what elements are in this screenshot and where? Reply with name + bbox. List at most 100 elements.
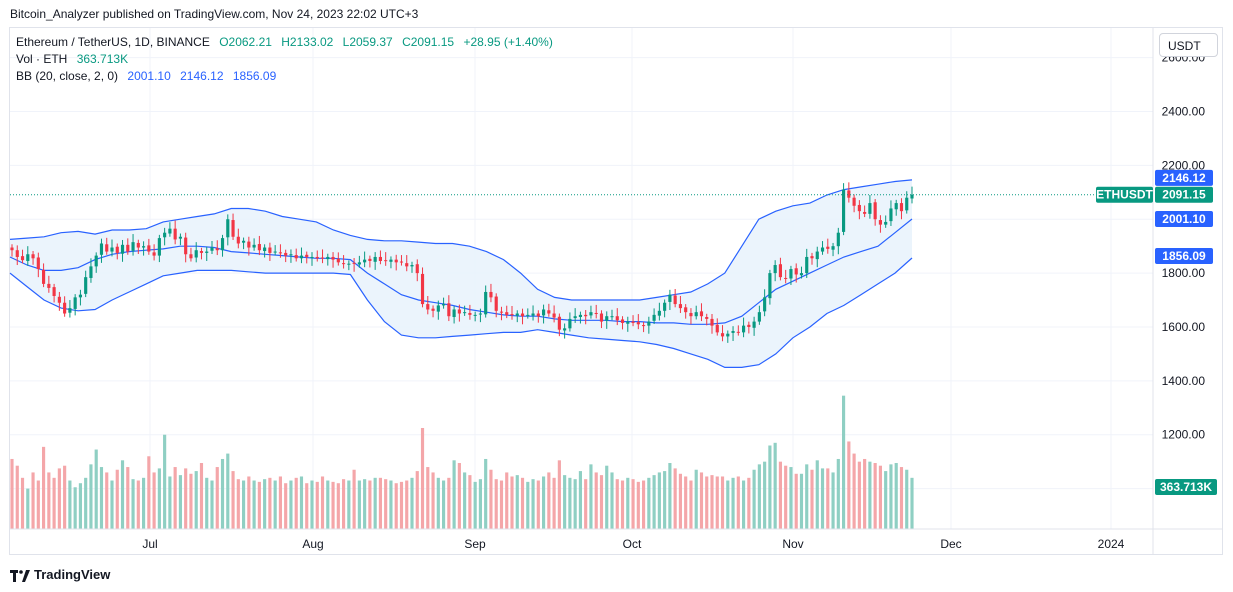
bb-lower-line (9, 257, 913, 368)
candle-body (784, 277, 788, 279)
candle-body (752, 321, 756, 328)
volume-bar (605, 465, 609, 529)
volume-bar (594, 472, 598, 529)
x-tick-label: 2024 (1098, 537, 1125, 551)
candle-body (252, 244, 256, 248)
candles (10, 182, 914, 343)
volume-bar (184, 468, 188, 529)
legend-open: O2062.21 (219, 35, 272, 49)
candle-body (494, 296, 498, 311)
volume-bar (657, 472, 661, 529)
currency-unit-button[interactable]: USDT (1159, 33, 1218, 57)
volume-bar (799, 473, 804, 529)
candle-body (799, 273, 804, 276)
volume-bar (20, 477, 25, 529)
candle-body (84, 277, 88, 294)
volume-bar (542, 476, 546, 529)
candle-body (242, 240, 246, 243)
volume-bar (94, 449, 98, 529)
time-axis: Jul Aug Sep Oct Nov Dec 2024 (142, 537, 1124, 551)
volume-bar (68, 480, 72, 529)
volume-bar (778, 461, 782, 529)
candle-body (794, 268, 798, 275)
volume-bar (678, 473, 682, 529)
candle-body (847, 190, 851, 198)
volume-bar (294, 477, 298, 529)
candle-body (505, 312, 509, 315)
y-tick-label: 1800.00 (1162, 266, 1206, 280)
candle-body (547, 310, 551, 314)
volume-bar (831, 472, 835, 529)
volume-bar (47, 472, 51, 529)
x-tick-label: Sep (464, 537, 486, 551)
candle-body (294, 255, 298, 259)
candle-body (778, 264, 782, 278)
volume-bar (405, 480, 409, 529)
candle-body (789, 269, 793, 279)
legend-bb-label[interactable]: BB (20, close, 2, 0) (16, 69, 119, 83)
candle-body (678, 304, 682, 309)
candle-body (820, 247, 825, 252)
volume-bar (736, 476, 740, 529)
volume-bar (120, 460, 125, 529)
candle-body (710, 318, 714, 326)
candle-body (278, 252, 282, 254)
candle-body (673, 295, 677, 305)
legend-ohlc: Ethereum / TetherUS, 1D, BINANCE O2062.2… (16, 35, 559, 49)
candle-body (94, 255, 98, 267)
upper-band-label: 2146.12 (1162, 171, 1206, 185)
candle-body (415, 264, 419, 274)
volume-bar (878, 465, 882, 529)
candle-body (115, 246, 119, 253)
x-tick-label: Nov (782, 537, 803, 551)
volume-bar (10, 458, 14, 529)
candle-body (142, 246, 146, 248)
volume-bar (436, 477, 440, 529)
legend-change: +28.95 (+1.40%) (463, 35, 553, 49)
upper-band-label-bg (1155, 169, 1213, 186)
volume-bar (852, 453, 856, 529)
volume-bar (552, 477, 556, 529)
volume-value-label-bg (1155, 479, 1217, 495)
volume-bar (820, 468, 825, 529)
candle-body (336, 258, 340, 263)
volume-bar (263, 479, 267, 529)
volume-bar (536, 480, 540, 529)
volume-bar (663, 471, 667, 529)
candle-body (715, 324, 719, 333)
volume-bar (636, 481, 640, 529)
candle-body (315, 256, 319, 259)
volume-bar (742, 480, 746, 529)
chart-frame (9, 27, 1223, 555)
candle-body (831, 246, 835, 250)
volume-bar (110, 480, 114, 529)
candle-body (405, 263, 409, 267)
x-tick-label: Jul (142, 537, 157, 551)
candle-body (536, 313, 540, 317)
volume-bar (810, 469, 814, 529)
volume-bar (289, 480, 293, 529)
candle-body (57, 296, 61, 303)
candle-body (594, 312, 598, 314)
candle-body (452, 309, 456, 318)
candle-body (26, 254, 30, 261)
candle-body (184, 237, 188, 255)
volume-bar (257, 481, 261, 529)
candle-body (231, 220, 235, 237)
candle-body (384, 260, 388, 262)
candle-body (42, 269, 46, 284)
volume-bar (484, 458, 488, 529)
candle-body (136, 242, 140, 248)
candle-body (557, 316, 561, 330)
volume-bar (731, 477, 735, 529)
volume-bar (857, 461, 861, 529)
volume-bar (442, 480, 446, 529)
tradingview-logo[interactable]: TradingView (10, 567, 110, 582)
volume-bar (320, 476, 325, 529)
volume-bar (894, 463, 898, 529)
legend-high: H2133.02 (281, 35, 334, 49)
legend-vol-label[interactable]: Vol · ETH (16, 52, 68, 66)
legend-symbol[interactable]: Ethereum / TetherUS, 1D, BINANCE (16, 35, 210, 49)
volume-bar (910, 477, 914, 529)
